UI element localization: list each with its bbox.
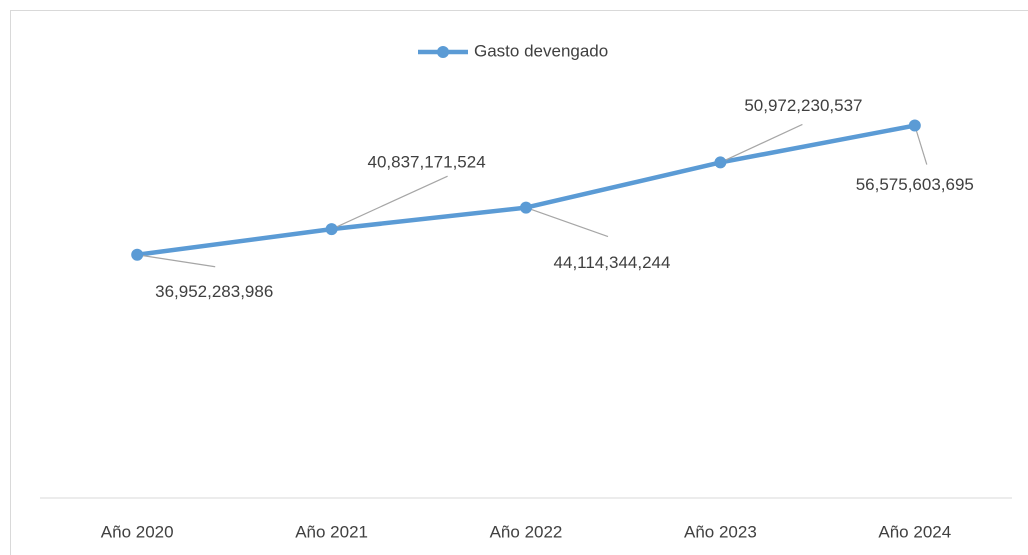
- leader-line: [137, 254, 216, 268]
- marker: [908, 119, 921, 132]
- line: [136, 123, 916, 257]
- x-tick-label: Año 2020: [101, 522, 174, 541]
- x-tick-label: Año 2023: [684, 522, 757, 541]
- x-tick-label: Año 2024: [878, 522, 951, 541]
- leader-line: [914, 125, 928, 165]
- legend-label: Gasto devengado: [474, 41, 608, 60]
- marker: [131, 248, 144, 261]
- leader-line: [331, 175, 448, 230]
- marker: [520, 201, 532, 214]
- marker: [325, 223, 338, 236]
- data-label: 50,972,230,537: [744, 96, 862, 115]
- leader-line: [720, 123, 803, 163]
- leader-line: [525, 207, 609, 238]
- data-label: 44,114,344,244: [554, 253, 671, 272]
- chart-frame: [10, 10, 1028, 555]
- x-tick-label: Año 2021: [295, 522, 368, 541]
- legend-marker: [437, 46, 449, 58]
- data-label: 36,952,283,986: [155, 282, 273, 301]
- data-label: 40,837,171,524: [368, 153, 486, 172]
- x-tick-label: Año 2022: [490, 522, 563, 541]
- data-label: 56,575,603,695: [856, 175, 974, 194]
- marker: [714, 156, 727, 169]
